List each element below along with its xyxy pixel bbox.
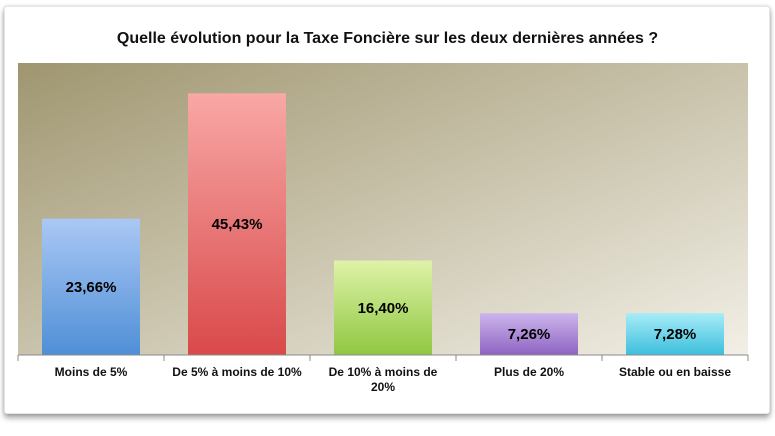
category-label: De 5% à moins de 10% [172,365,302,379]
data-label: 45,43% [212,216,263,233]
category-label: De 10% à moins de 20% [329,365,438,394]
data-label: 7,26% [508,326,551,343]
data-label: 7,28% [654,326,697,343]
category-label: Plus de 20% [494,365,564,379]
data-label: 16,40% [358,300,409,317]
bar [626,313,724,355]
chart-title: Quelle évolution pour la Taxe Foncière s… [116,30,659,47]
bar [188,93,286,356]
bar [42,218,140,355]
category-label: Stable ou en baisse [619,365,731,379]
bar [334,260,432,355]
bar [480,313,578,355]
category-label: Moins de 5% [55,365,128,379]
data-label: 23,66% [66,279,117,296]
